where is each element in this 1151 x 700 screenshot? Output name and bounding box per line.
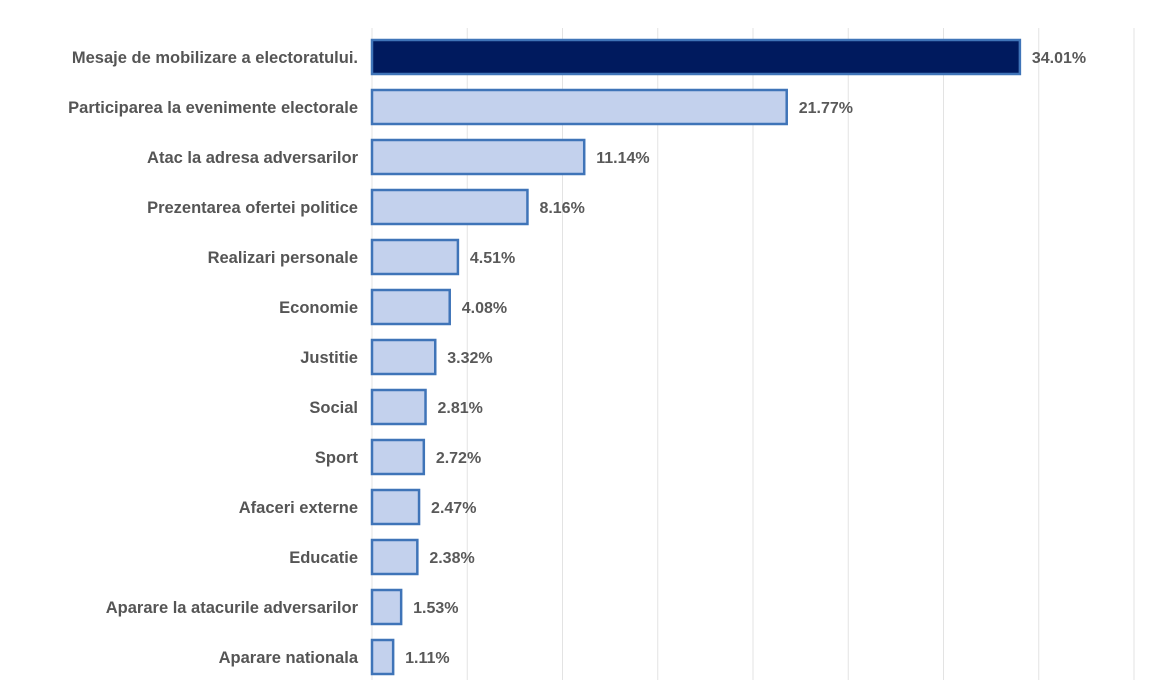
category-label: Afaceri externe xyxy=(239,499,358,517)
bar xyxy=(370,188,529,226)
value-labels: 34.01% 21.77% 11.14% 8.16% 4.51% 4.08% 3.32% 2.… xyxy=(405,50,1086,667)
category-label: Social xyxy=(309,399,358,417)
bar xyxy=(370,88,788,126)
category-label: Sport xyxy=(315,449,359,467)
category-label: Mesaje de mobilizare a electoratului. xyxy=(72,49,358,67)
category-label: Atac la adresa adversarilor xyxy=(147,149,359,167)
data-label: 2.72% xyxy=(436,450,481,467)
bar xyxy=(370,288,451,326)
bars xyxy=(370,38,1022,676)
data-label: 1.53% xyxy=(413,600,458,617)
data-label: 34.01% xyxy=(1032,50,1086,67)
bar xyxy=(370,338,437,376)
data-label: 2.81% xyxy=(438,400,483,417)
data-label: 2.38% xyxy=(429,550,474,567)
bar xyxy=(370,138,586,176)
data-label: 1.11% xyxy=(405,650,449,667)
data-label: 21.77% xyxy=(799,100,853,117)
data-label: 2.47% xyxy=(431,500,476,517)
data-label: 11.14% xyxy=(596,150,649,167)
bar xyxy=(370,588,403,626)
category-label: Aparare la atacurile adversarilor xyxy=(106,599,359,617)
category-label: Participarea la evenimente electorale xyxy=(68,99,358,117)
bar xyxy=(370,238,460,276)
category-label: Realizari personale xyxy=(208,249,358,267)
category-label: Economie xyxy=(279,299,358,317)
bar xyxy=(370,388,427,426)
data-label: 4.51% xyxy=(470,250,515,267)
gridlines xyxy=(371,28,1135,680)
data-label: 4.08% xyxy=(462,300,507,317)
category-label: Educatie xyxy=(289,549,358,567)
bar xyxy=(370,38,1022,76)
category-labels: Mesaje de mobilizare a electoratului. Par… xyxy=(68,49,359,667)
bar xyxy=(370,438,426,476)
bar xyxy=(370,488,421,526)
category-label: Justitie xyxy=(300,349,358,367)
bar xyxy=(370,638,395,676)
data-label: 3.32% xyxy=(447,350,492,367)
bar xyxy=(370,538,419,576)
data-label: 8.16% xyxy=(539,200,584,217)
category-label: Prezentarea ofertei politice xyxy=(147,199,358,217)
category-label: Aparare nationala xyxy=(219,649,359,667)
